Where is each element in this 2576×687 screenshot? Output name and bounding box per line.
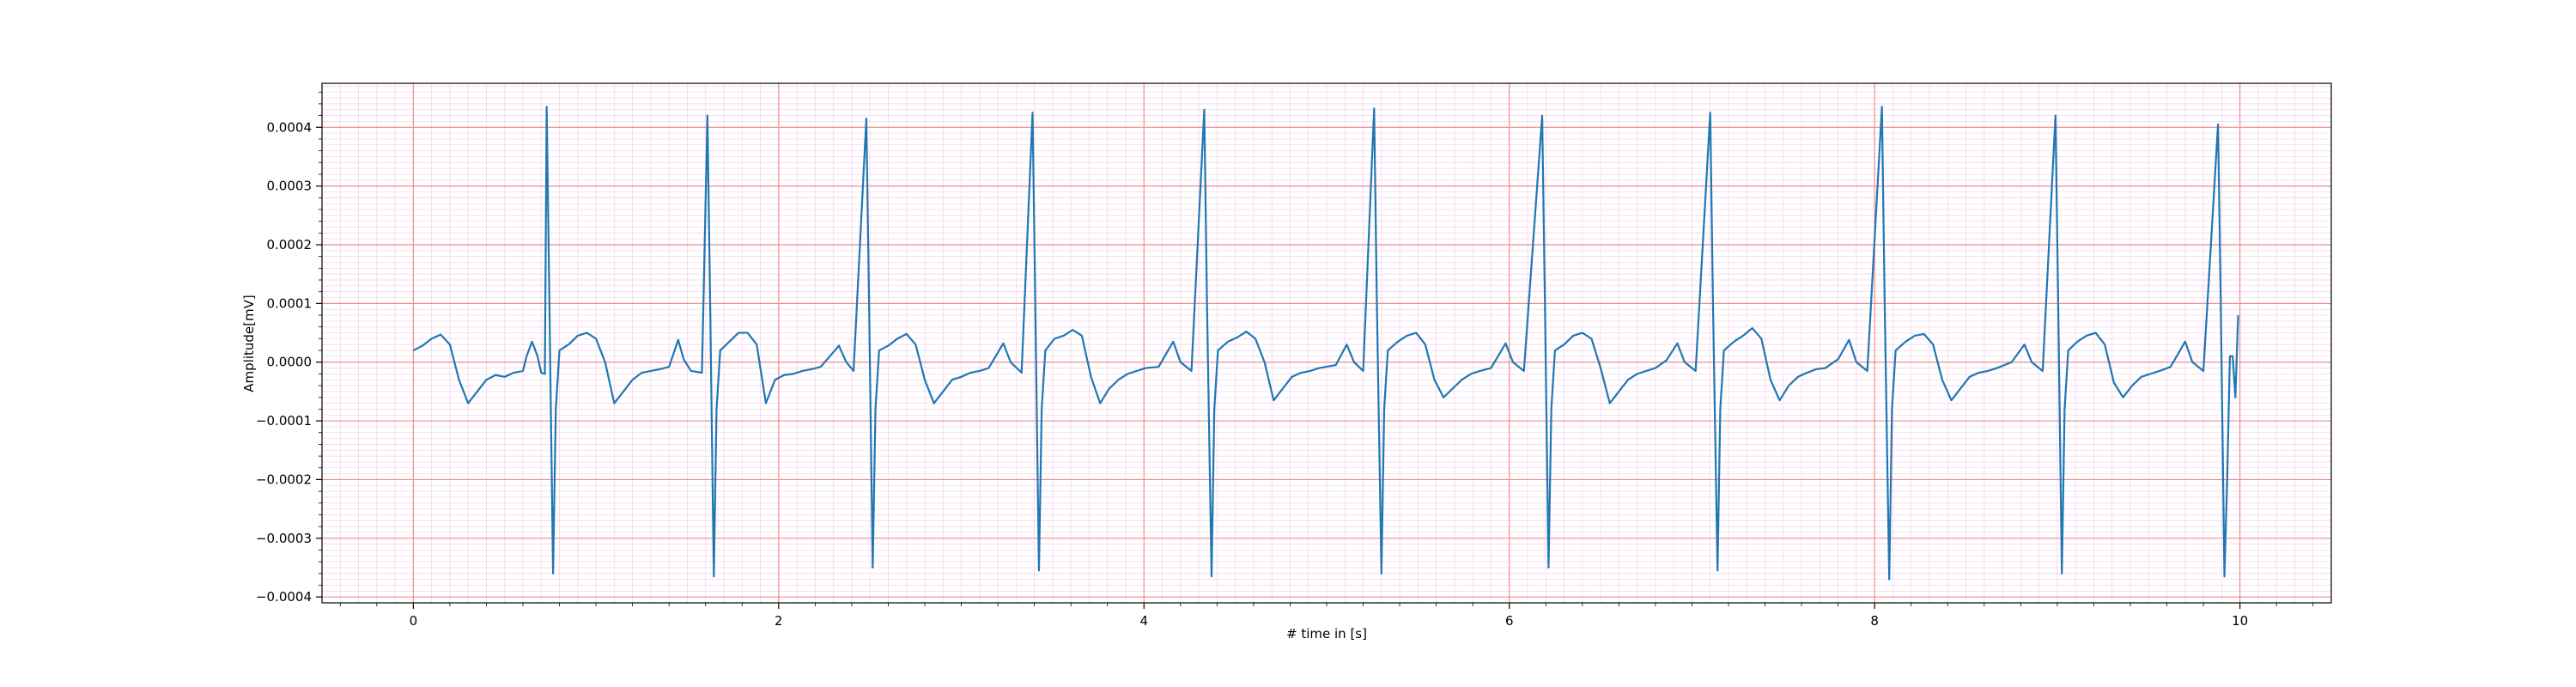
plot-area	[321, 82, 2332, 604]
x-tick-label: 2	[775, 613, 783, 629]
minor-grid	[322, 83, 2331, 603]
y-tick-label: 0.0000	[267, 355, 313, 370]
x-axis-label: # time in [s]	[1286, 626, 1367, 641]
y-tick-label: 0.0004	[267, 119, 313, 135]
x-tick-label: 10	[2232, 613, 2248, 629]
series-line	[412, 106, 2239, 581]
y-tick-label: −0.0002	[256, 471, 312, 487]
y-tick-label: 0.0002	[267, 237, 313, 252]
y-tick-label: −0.0001	[256, 413, 312, 429]
y-tick-label: 0.0003	[267, 179, 313, 194]
y-axis-label: Amplitude[mV]	[241, 295, 257, 392]
y-axis-ticks: −0.0004 −0.0003 −0.0002 −0.0001 0.0000 0.0001…	[256, 91, 322, 605]
x-tick-label: 6	[1505, 613, 1514, 629]
major-grid	[322, 83, 2331, 603]
y-tick-label: 0.0001	[267, 295, 313, 311]
y-tick-label: −0.0003	[256, 531, 312, 546]
x-tick-label: 0	[410, 613, 418, 629]
y-tick-label: −0.0004	[256, 589, 312, 605]
x-tick-label: 4	[1139, 613, 1148, 629]
series-layer	[412, 106, 2239, 581]
x-axis-ticks: 0 2 4 6 8 10	[339, 603, 2314, 629]
x-tick-label: 8	[1870, 613, 1879, 629]
